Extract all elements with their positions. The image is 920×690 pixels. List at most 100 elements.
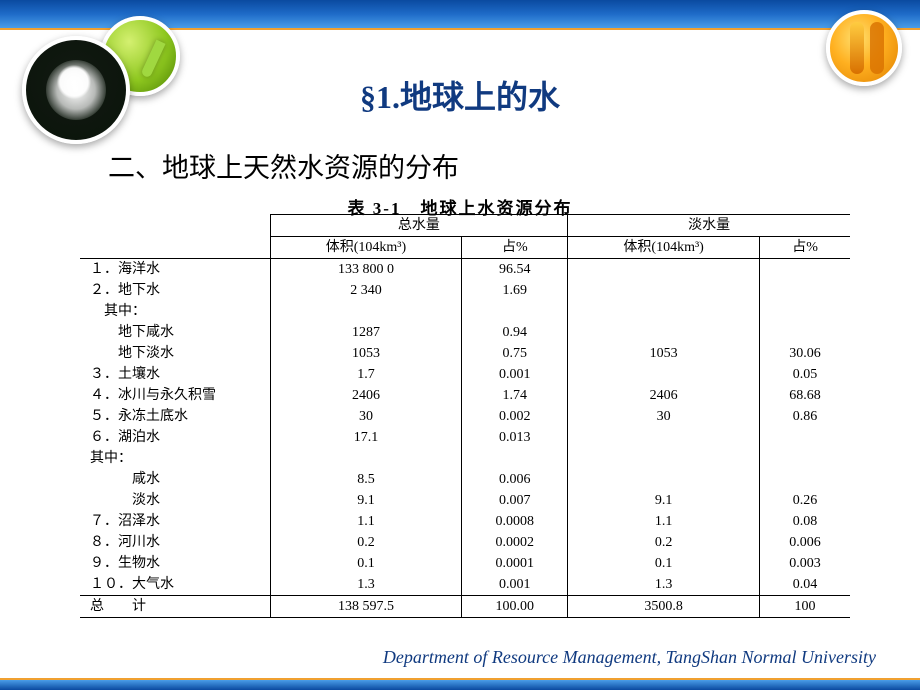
row-label: １０．大气水 bbox=[80, 574, 270, 596]
row-vol2: 30 bbox=[568, 406, 760, 427]
row-pct1: 0.007 bbox=[462, 490, 568, 511]
row-pct1 bbox=[462, 301, 568, 322]
table-row: １．海洋水133 800 096.54 bbox=[80, 259, 850, 281]
row-pct2: 0.006 bbox=[760, 532, 850, 553]
table-row: １０．大气水1.30.0011.30.04 bbox=[80, 574, 850, 596]
footer-text: Department of Resource Management, TangS… bbox=[383, 647, 876, 668]
row-pct2: 30.06 bbox=[760, 343, 850, 364]
row-pct2 bbox=[760, 259, 850, 281]
row-pct1: 0.002 bbox=[462, 406, 568, 427]
row-vol1: 1.7 bbox=[270, 364, 462, 385]
table-header-fresh: 淡水量 bbox=[568, 215, 850, 237]
row-pct2: 0.86 bbox=[760, 406, 850, 427]
row-pct1: 1.69 bbox=[462, 280, 568, 301]
footer-bar bbox=[0, 680, 920, 690]
row-label: ６．湖泊水 bbox=[80, 427, 270, 448]
table-header-total: 总水量 bbox=[270, 215, 568, 237]
table-subheader-pct2: 占% bbox=[760, 237, 850, 259]
row-label: 其中： bbox=[80, 301, 270, 322]
row-label: 地下淡水 bbox=[80, 343, 270, 364]
table-subheader-vol2: 体积(104km³) bbox=[568, 237, 760, 259]
total-pct2: 100 bbox=[760, 596, 850, 618]
row-vol1: 1.3 bbox=[270, 574, 462, 596]
row-label: ５．永冻土底水 bbox=[80, 406, 270, 427]
row-vol1: 17.1 bbox=[270, 427, 462, 448]
total-pct1: 100.00 bbox=[462, 596, 568, 618]
row-label: ３．土壤水 bbox=[80, 364, 270, 385]
total-vol2: 3500.8 bbox=[568, 596, 760, 618]
row-vol1: 0.1 bbox=[270, 553, 462, 574]
row-label: 咸水 bbox=[80, 469, 270, 490]
row-pct2 bbox=[760, 322, 850, 343]
row-pct1: 0.013 bbox=[462, 427, 568, 448]
table-row: ５．永冻土底水300.002300.86 bbox=[80, 406, 850, 427]
row-vol2 bbox=[568, 427, 760, 448]
row-vol2: 9.1 bbox=[568, 490, 760, 511]
row-vol2: 0.2 bbox=[568, 532, 760, 553]
row-pct2 bbox=[760, 280, 850, 301]
row-pct1: 96.54 bbox=[462, 259, 568, 281]
row-vol1: 0.2 bbox=[270, 532, 462, 553]
row-vol1 bbox=[270, 301, 462, 322]
row-vol1: 30 bbox=[270, 406, 462, 427]
row-vol1: 9.1 bbox=[270, 490, 462, 511]
row-label: ４．冰川与永久积雪 bbox=[80, 385, 270, 406]
table-row: ６．湖泊水17.10.013 bbox=[80, 427, 850, 448]
row-vol1: 8.5 bbox=[270, 469, 462, 490]
row-label: ９．生物水 bbox=[80, 553, 270, 574]
row-vol1: 2 340 bbox=[270, 280, 462, 301]
table-row: ２．地下水2 3401.69 bbox=[80, 280, 850, 301]
row-pct2: 0.08 bbox=[760, 511, 850, 532]
row-vol2 bbox=[568, 469, 760, 490]
row-pct1: 0.0002 bbox=[462, 532, 568, 553]
table-subheader-vol1: 体积(104km³) bbox=[270, 237, 462, 259]
row-pct1: 0.94 bbox=[462, 322, 568, 343]
row-pct1: 0.0008 bbox=[462, 511, 568, 532]
total-label: 总 计 bbox=[80, 596, 270, 618]
row-pct1: 0.75 bbox=[462, 343, 568, 364]
row-pct2: 0.05 bbox=[760, 364, 850, 385]
row-label: １．海洋水 bbox=[80, 259, 270, 281]
table-sub-header-row: 体积(104km³) 占% 体积(104km³) 占% bbox=[80, 237, 850, 259]
row-pct1: 0.0001 bbox=[462, 553, 568, 574]
row-vol2 bbox=[568, 448, 760, 469]
slide-title: §1.地球上的水 bbox=[0, 72, 920, 118]
row-vol2 bbox=[568, 364, 760, 385]
row-label: 淡水 bbox=[80, 490, 270, 511]
row-pct2: 0.26 bbox=[760, 490, 850, 511]
row-label: 其中： bbox=[80, 448, 270, 469]
slide-subtitle: 二、地球上天然水资源的分布 bbox=[108, 146, 459, 185]
table-group-header-row: 总水量 淡水量 bbox=[80, 215, 850, 237]
row-vol1: 1287 bbox=[270, 322, 462, 343]
row-vol2 bbox=[568, 301, 760, 322]
row-pct2 bbox=[760, 448, 850, 469]
row-label: ７．沼泽水 bbox=[80, 511, 270, 532]
table-total-row: 总 计138 597.5100.003500.8100 bbox=[80, 596, 850, 618]
row-label: ８．河川水 bbox=[80, 532, 270, 553]
row-label: ２．地下水 bbox=[80, 280, 270, 301]
table-row: ７．沼泽水1.10.00081.10.08 bbox=[80, 511, 850, 532]
table-row: 地下淡水10530.75105330.06 bbox=[80, 343, 850, 364]
table-body: １．海洋水133 800 096.54２．地下水2 3401.69 其中： 地下… bbox=[80, 259, 850, 618]
water-distribution-table: 总水量 淡水量 体积(104km³) 占% 体积(104km³) 占% １．海洋… bbox=[80, 214, 850, 618]
row-pct1 bbox=[462, 448, 568, 469]
row-vol2: 0.1 bbox=[568, 553, 760, 574]
row-pct2 bbox=[760, 469, 850, 490]
row-pct2 bbox=[760, 301, 850, 322]
table-subheader-pct1: 占% bbox=[462, 237, 568, 259]
row-vol1: 133 800 0 bbox=[270, 259, 462, 281]
row-pct2: 68.68 bbox=[760, 385, 850, 406]
table-row: 咸水8.50.006 bbox=[80, 469, 850, 490]
row-vol2 bbox=[568, 280, 760, 301]
row-vol2: 1.1 bbox=[568, 511, 760, 532]
row-vol2 bbox=[568, 259, 760, 281]
row-label: 地下咸水 bbox=[80, 322, 270, 343]
table-row: 淡水9.10.0079.10.26 bbox=[80, 490, 850, 511]
row-vol2: 2406 bbox=[568, 385, 760, 406]
table-row: ９．生物水0.10.00010.10.003 bbox=[80, 553, 850, 574]
table-subheader-empty bbox=[80, 237, 270, 259]
row-pct1: 0.006 bbox=[462, 469, 568, 490]
table-row: ８．河川水0.20.00020.20.006 bbox=[80, 532, 850, 553]
row-pct2 bbox=[760, 427, 850, 448]
total-vol1: 138 597.5 bbox=[270, 596, 462, 618]
